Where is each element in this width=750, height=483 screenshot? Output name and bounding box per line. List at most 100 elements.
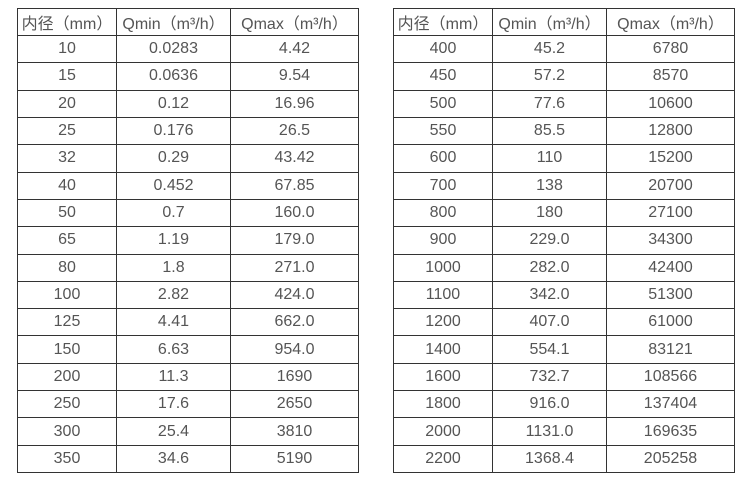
table-cell: 554.1 (492, 335, 607, 364)
table-cell: 0.7 (116, 198, 231, 228)
table-row: 300 25.4 3810 (17, 417, 359, 446)
header-qmin: Qmin（m³/h） (116, 8, 231, 36)
table-cell: 179.0 (230, 226, 359, 255)
table-cell: 10 (17, 34, 117, 64)
table-row: 550 85.5 12800 (393, 116, 735, 146)
table-row: 10 0.0283 4.42 (17, 34, 359, 64)
table-cell: 0.12 (116, 89, 231, 118)
table-cell: 0.0636 (116, 62, 231, 91)
table-cell: 600 (393, 144, 493, 173)
table-header-row: 内径（mm） Qmin（m³/h） Qmax（m³/h） (17, 8, 359, 36)
table-cell: 43.42 (230, 144, 359, 173)
table-cell: 2000 (393, 417, 493, 446)
table-cell: 424.0 (230, 280, 359, 310)
table-cell: 700 (393, 171, 493, 200)
table-cell: 34.6 (116, 444, 231, 474)
table-cell: 34300 (606, 226, 735, 255)
table-cell: 205258 (606, 444, 735, 474)
table-cell: 125 (17, 308, 117, 337)
table-row: 1800 916.0 137404 (393, 390, 735, 419)
table-row: 450 57.2 8570 (393, 62, 735, 91)
table-cell: 25.4 (116, 417, 231, 446)
table-cell: 20 (17, 89, 117, 118)
table-cell: 900 (393, 226, 493, 255)
header-inner-diameter: 内径（mm） (17, 8, 117, 36)
table-cell: 169635 (606, 417, 735, 446)
table-cell: 150 (17, 335, 117, 364)
table-cell: 2650 (230, 390, 359, 419)
table-cell: 229.0 (492, 226, 607, 255)
table-cell: 1.19 (116, 226, 231, 255)
table-cell: 500 (393, 89, 493, 118)
table-cell: 15200 (606, 144, 735, 173)
table-cell: 10600 (606, 89, 735, 118)
table-row: 50 0.7 160.0 (17, 198, 359, 228)
table-cell: 1000 (393, 253, 493, 282)
table-cell: 180 (492, 198, 607, 228)
table-cell: 83121 (606, 335, 735, 364)
table-row: 125 4.41 662.0 (17, 308, 359, 337)
table-row: 200 11.3 1690 (17, 362, 359, 392)
table-row: 1400 554.1 83121 (393, 335, 735, 364)
table-cell: 200 (17, 362, 117, 392)
table-row: 350 34.6 5190 (17, 444, 359, 474)
header-inner-diameter: 内径（mm） (393, 8, 493, 36)
table-row: 1200 407.0 61000 (393, 308, 735, 337)
table-cell: 4.42 (230, 34, 359, 64)
table-cell: 137404 (606, 390, 735, 419)
table-row: 1600 732.7 108566 (393, 362, 735, 392)
table-cell: 108566 (606, 362, 735, 392)
table-cell: 271.0 (230, 253, 359, 282)
table-cell: 12800 (606, 116, 735, 146)
table-row: 15 0.0636 9.54 (17, 62, 359, 91)
table-cell: 550 (393, 116, 493, 146)
table-cell: 65 (17, 226, 117, 255)
table-cell: 662.0 (230, 308, 359, 337)
table-cell: 40 (17, 171, 117, 200)
table-cell: 1131.0 (492, 417, 607, 446)
header-qmax: Qmax（m³/h） (606, 8, 735, 36)
table-cell: 1100 (393, 280, 493, 310)
table-cell: 25 (17, 116, 117, 146)
table-cell: 342.0 (492, 280, 607, 310)
table-cell: 1690 (230, 362, 359, 392)
table-cell: 8570 (606, 62, 735, 91)
table-cell: 138 (492, 171, 607, 200)
table-cell: 1368.4 (492, 444, 607, 474)
table-row: 25 0.176 26.5 (17, 116, 359, 146)
table-cell: 17.6 (116, 390, 231, 419)
table-row: 80 1.8 271.0 (17, 253, 359, 282)
table-cell: 32 (17, 144, 117, 173)
table-cell: 407.0 (492, 308, 607, 337)
table-cell: 1600 (393, 362, 493, 392)
table-row: 32 0.29 43.42 (17, 144, 359, 173)
table-cell: 9.54 (230, 62, 359, 91)
table-cell: 0.29 (116, 144, 231, 173)
table-row: 65 1.19 179.0 (17, 226, 359, 255)
table-cell: 42400 (606, 253, 735, 282)
table-cell: 11.3 (116, 362, 231, 392)
table-row: 250 17.6 2650 (17, 390, 359, 419)
table-cell: 6.63 (116, 335, 231, 364)
table-row: 700 138 20700 (393, 171, 735, 200)
table-cell: 77.6 (492, 89, 607, 118)
table-cell: 954.0 (230, 335, 359, 364)
table-cell: 732.7 (492, 362, 607, 392)
table-row: 20 0.12 16.96 (17, 89, 359, 118)
table-cell: 6780 (606, 34, 735, 64)
table-row: 2200 1368.4 205258 (393, 444, 735, 474)
table-row: 500 77.6 10600 (393, 89, 735, 118)
table-row: 100 2.82 424.0 (17, 280, 359, 310)
table-cell: 57.2 (492, 62, 607, 91)
table-cell: 15 (17, 62, 117, 91)
table-row: 600 110 15200 (393, 144, 735, 173)
table-cell: 282.0 (492, 253, 607, 282)
table-row: 1000 282.0 42400 (393, 253, 735, 282)
table-row: 800 180 27100 (393, 198, 735, 228)
table-cell: 400 (393, 34, 493, 64)
table-cell: 450 (393, 62, 493, 91)
table-cell: 20700 (606, 171, 735, 200)
table-cell: 2.82 (116, 280, 231, 310)
flow-table-small-diameters: 内径（mm） Qmin（m³/h） Qmax（m³/h） 10 0.0283 4.4… (17, 8, 359, 474)
table-cell: 27100 (606, 198, 735, 228)
